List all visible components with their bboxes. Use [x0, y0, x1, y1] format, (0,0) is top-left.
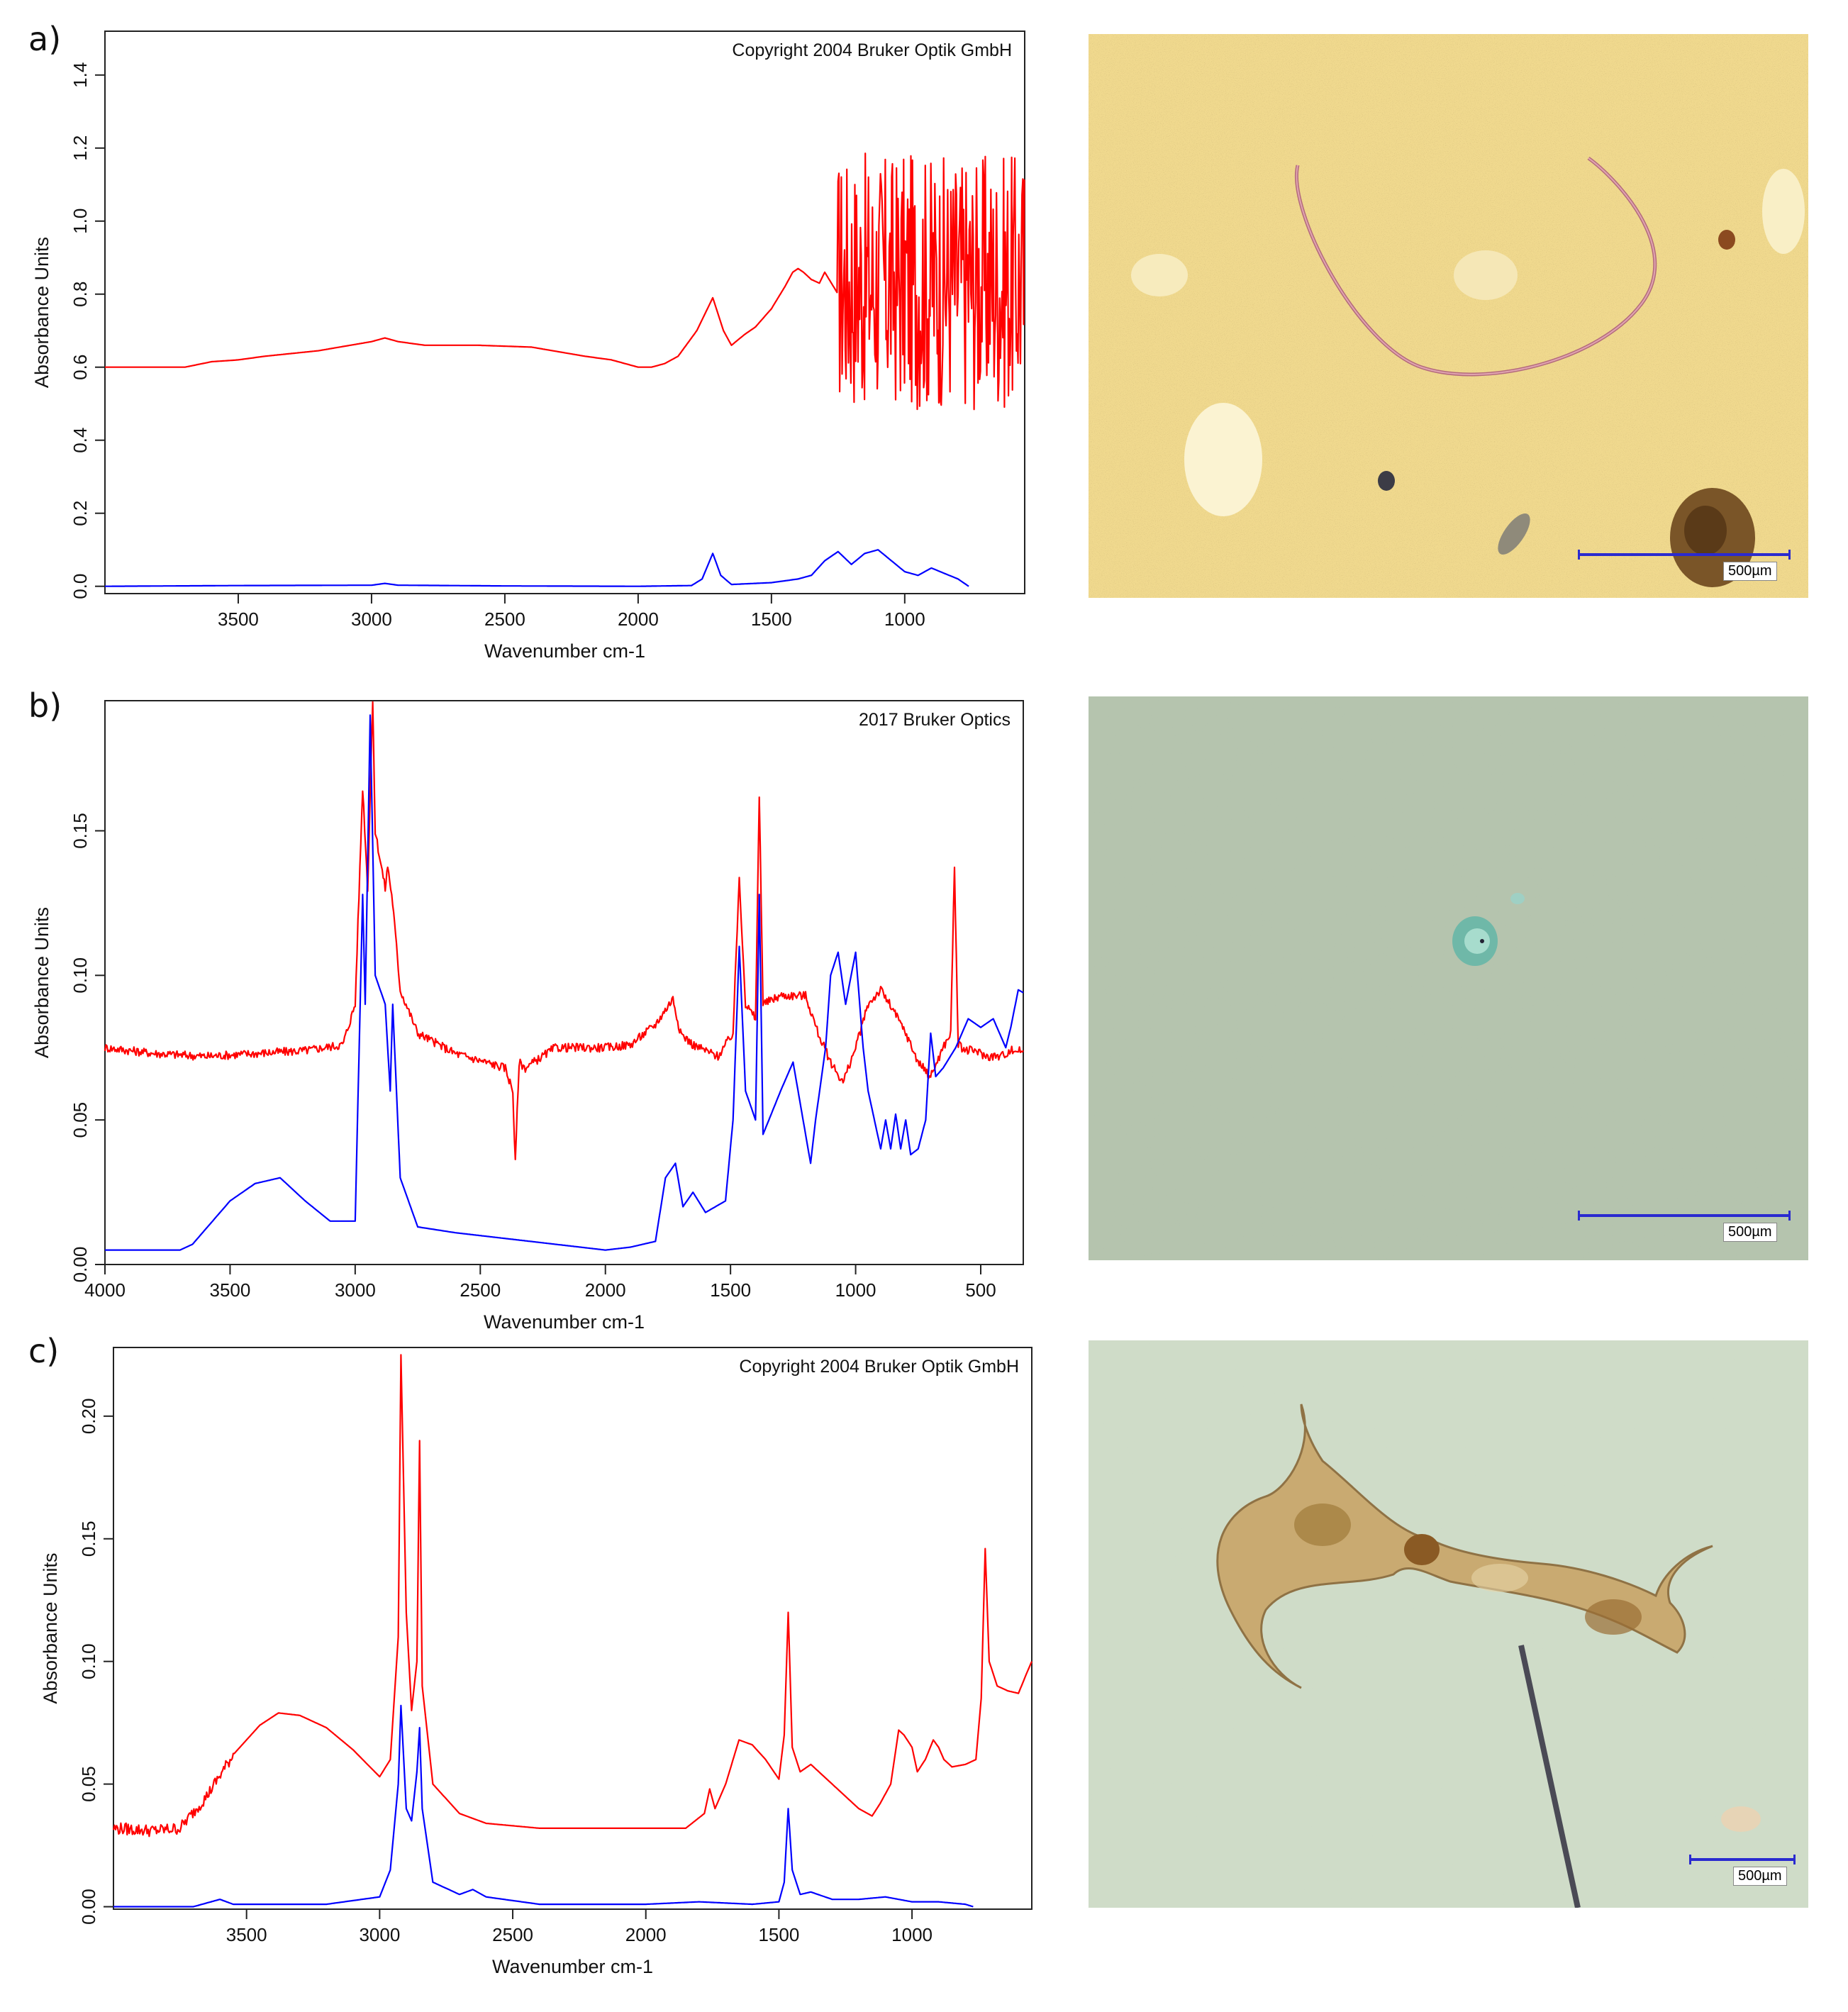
x-tick-label: 1500 — [758, 1924, 799, 1945]
spectrum-line — [113, 1704, 974, 1908]
spectrum-line — [112, 1354, 1033, 1838]
y-tick-label: 0.0 — [69, 574, 91, 599]
y-tick-label: 0.05 — [69, 1102, 91, 1138]
spectrum-line — [105, 714, 1024, 1251]
x-tick-label: 500 — [965, 1279, 996, 1301]
micrograph-a: 500µm — [1089, 34, 1808, 598]
y-axis-label: Absorbance Units — [31, 907, 52, 1058]
x-tick-label: 2000 — [625, 1924, 667, 1945]
x-tick-label: 1500 — [751, 608, 792, 630]
scale-bar-label-a: 500µm — [1723, 562, 1777, 581]
y-tick-label: 0.10 — [69, 957, 91, 994]
y-tick-label: 0.00 — [69, 1247, 91, 1283]
x-axis-label: Wavenumber cm-1 — [484, 640, 645, 662]
copyright-watermark: 2017 Bruker Optics — [859, 710, 1011, 730]
x-tick-label: 1000 — [891, 1924, 933, 1945]
y-axis-label: Absorbance Units — [31, 237, 52, 388]
y-axis-label: Absorbance Units — [40, 1552, 61, 1703]
y-tick-label: 0.2 — [69, 501, 91, 526]
y-tick-label: 0.4 — [69, 428, 91, 453]
x-axis-label: Wavenumber cm-1 — [484, 1311, 645, 1333]
y-tick-label: 0.00 — [78, 1889, 99, 1925]
spectrum-chart-a: Copyright 2004 Bruker Optik GmbH 3500 3000… — [31, 30, 1025, 662]
x-tick-label: 2500 — [492, 1924, 533, 1945]
copyright-watermark: Copyright 2004 Bruker Optik GmbH — [732, 40, 1012, 60]
x-tick-label: 2500 — [484, 608, 525, 630]
x-tick-label: 3500 — [226, 1924, 267, 1945]
x-tick-label: 3500 — [210, 1279, 251, 1301]
spectrum-line — [104, 701, 1024, 1160]
spectrum-chart-b: 2017 Bruker Optics 4000 3500 3000 2500 2000 15… — [31, 700, 1024, 1333]
x-tick-label: 2000 — [618, 608, 659, 630]
plot-frame — [113, 1347, 1032, 1910]
scale-bar-label-c: 500µm — [1733, 1867, 1787, 1886]
y-tick-label: 0.05 — [78, 1766, 99, 1802]
spectrum-line — [105, 152, 1025, 411]
x-tick-label: 2500 — [460, 1279, 501, 1301]
fiber-micrograph-image — [1089, 34, 1808, 598]
panel-letter-c: c) — [28, 1332, 60, 1370]
y-tick-label: 0.20 — [78, 1399, 99, 1435]
y-tick-label: 0.15 — [78, 1521, 99, 1557]
micrograph-b: 500µm — [1089, 696, 1808, 1260]
fragment-micrograph-image — [1089, 696, 1808, 1260]
plot-frame — [104, 700, 1024, 1265]
x-tick-label: 4000 — [84, 1279, 126, 1301]
panel-letter-b: b) — [28, 687, 62, 725]
y-tick-label: 0.6 — [69, 355, 91, 380]
spectrum-chart-c: Copyright 2004 Bruker Optik GmbH 3500 3000… — [40, 1347, 1033, 1977]
y-tick-label: 0.10 — [78, 1643, 99, 1679]
film-micrograph-image — [1089, 1340, 1808, 1908]
y-tick-label: 0.15 — [69, 813, 91, 849]
plot-frame — [104, 30, 1025, 594]
x-tick-label: 1000 — [835, 1279, 876, 1301]
micrograph-c: 500µm — [1089, 1340, 1808, 1908]
x-tick-label: 3000 — [351, 608, 392, 630]
x-axis-label: Wavenumber cm-1 — [492, 1956, 653, 1977]
y-tick-label: 1.4 — [69, 62, 91, 88]
y-tick-label: 1.2 — [69, 135, 91, 161]
x-tick-label: 3000 — [359, 1924, 400, 1945]
x-tick-label: 1000 — [884, 608, 925, 630]
panel-letter-a: a) — [28, 20, 62, 58]
y-tick-label: 0.8 — [69, 282, 91, 307]
x-tick-label: 2000 — [585, 1279, 626, 1301]
y-tick-label: 1.0 — [69, 209, 91, 234]
x-tick-label: 3500 — [218, 608, 259, 630]
scale-bar-label-b: 500µm — [1723, 1223, 1777, 1242]
copyright-watermark: Copyright 2004 Bruker Optik GmbH — [739, 1357, 1019, 1377]
spectrum-line — [105, 549, 969, 587]
x-tick-label: 3000 — [335, 1279, 376, 1301]
x-tick-label: 1500 — [710, 1279, 751, 1301]
